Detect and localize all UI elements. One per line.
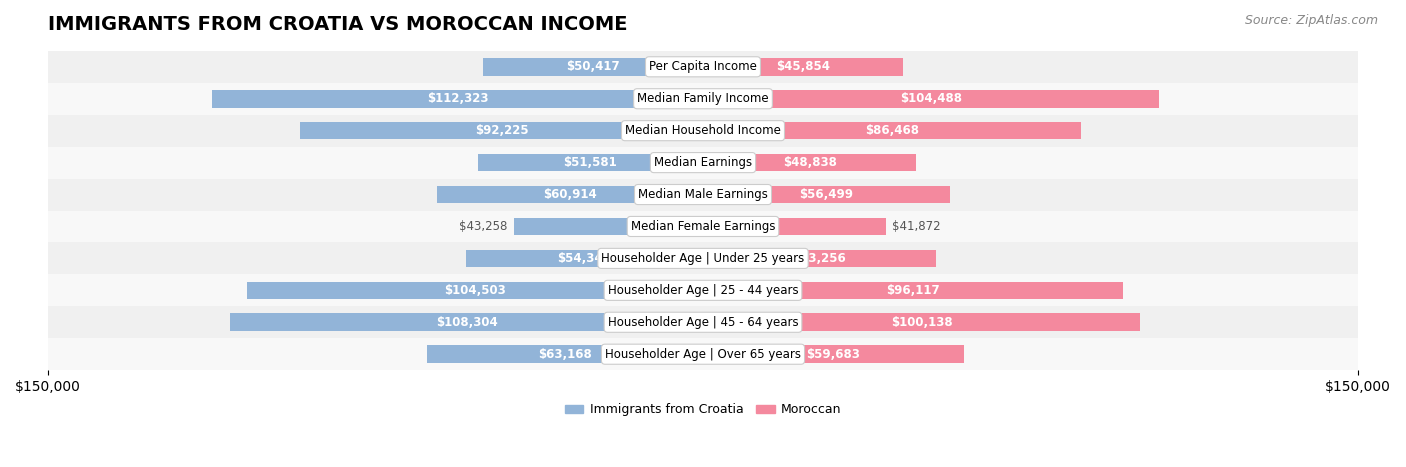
Text: Median Household Income: Median Household Income <box>626 124 780 137</box>
Text: $48,838: $48,838 <box>783 156 837 169</box>
Bar <box>48 83 1358 115</box>
Text: $51,581: $51,581 <box>564 156 617 169</box>
Text: Householder Age | Over 65 years: Householder Age | Over 65 years <box>605 348 801 361</box>
Bar <box>427 346 703 363</box>
Text: $59,683: $59,683 <box>807 348 860 361</box>
Bar <box>48 242 1358 275</box>
Bar <box>48 211 1358 242</box>
Text: $92,225: $92,225 <box>475 124 529 137</box>
Bar <box>48 275 1358 306</box>
Bar <box>515 218 703 235</box>
Text: $54,343: $54,343 <box>557 252 612 265</box>
Text: Householder Age | 45 - 64 years: Householder Age | 45 - 64 years <box>607 316 799 329</box>
Text: $112,323: $112,323 <box>427 92 488 105</box>
Bar <box>231 313 703 331</box>
Text: $108,304: $108,304 <box>436 316 498 329</box>
Bar <box>48 147 1358 178</box>
Text: Per Capita Income: Per Capita Income <box>650 60 756 73</box>
Text: Median Male Earnings: Median Male Earnings <box>638 188 768 201</box>
Text: $60,914: $60,914 <box>543 188 598 201</box>
Bar <box>212 90 703 107</box>
Text: Householder Age | 25 - 44 years: Householder Age | 25 - 44 years <box>607 284 799 297</box>
Bar <box>465 250 703 267</box>
Bar <box>48 51 1358 83</box>
Text: $104,503: $104,503 <box>444 284 506 297</box>
Text: Householder Age | Under 25 years: Householder Age | Under 25 years <box>602 252 804 265</box>
Text: $96,117: $96,117 <box>886 284 939 297</box>
Bar <box>478 154 703 171</box>
Bar <box>703 218 886 235</box>
Text: Median Family Income: Median Family Income <box>637 92 769 105</box>
Bar <box>48 306 1358 338</box>
Bar <box>703 313 1140 331</box>
Text: Source: ZipAtlas.com: Source: ZipAtlas.com <box>1244 14 1378 27</box>
Bar <box>48 178 1358 211</box>
Bar <box>246 282 703 299</box>
Legend: Immigrants from Croatia, Moroccan: Immigrants from Croatia, Moroccan <box>560 398 846 421</box>
Bar <box>703 122 1081 140</box>
Bar <box>48 115 1358 147</box>
Text: $41,872: $41,872 <box>893 220 941 233</box>
Text: $86,468: $86,468 <box>865 124 918 137</box>
Bar <box>703 90 1160 107</box>
Text: $45,854: $45,854 <box>776 60 830 73</box>
Bar <box>703 250 935 267</box>
Bar <box>301 122 703 140</box>
Text: $50,417: $50,417 <box>567 60 620 73</box>
Text: $43,258: $43,258 <box>460 220 508 233</box>
Text: IMMIGRANTS FROM CROATIA VS MOROCCAN INCOME: IMMIGRANTS FROM CROATIA VS MOROCCAN INCO… <box>48 15 627 34</box>
Bar <box>703 58 903 76</box>
Text: $100,138: $100,138 <box>891 316 952 329</box>
Text: $53,256: $53,256 <box>793 252 846 265</box>
Text: $63,168: $63,168 <box>538 348 592 361</box>
Bar <box>482 58 703 76</box>
Bar <box>703 154 917 171</box>
Text: Median Earnings: Median Earnings <box>654 156 752 169</box>
Bar <box>703 186 949 203</box>
Bar <box>48 338 1358 370</box>
Text: Median Female Earnings: Median Female Earnings <box>631 220 775 233</box>
Bar <box>703 282 1123 299</box>
Bar <box>703 346 963 363</box>
Text: $104,488: $104,488 <box>900 92 962 105</box>
Bar <box>437 186 703 203</box>
Text: $56,499: $56,499 <box>800 188 853 201</box>
